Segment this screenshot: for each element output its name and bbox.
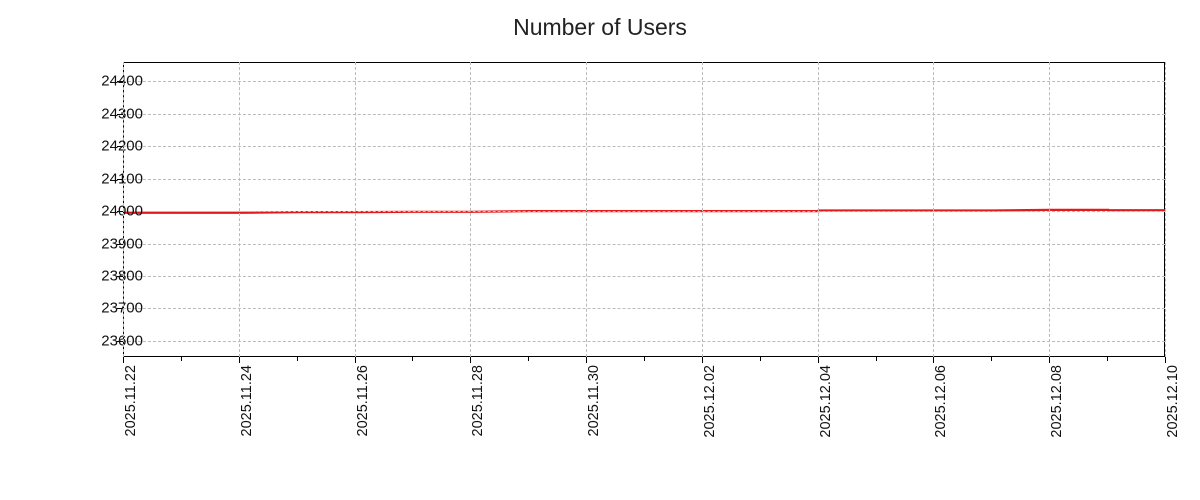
- gridline-vertical: [239, 62, 240, 357]
- y-axis-label: 24400: [83, 73, 143, 90]
- x-axis-label: 2025.12.04: [818, 365, 834, 438]
- x-tick-mark-major: [470, 357, 471, 363]
- gridline-horizontal: [123, 81, 1165, 82]
- gridline-vertical: [702, 62, 703, 357]
- x-tick-mark-major: [1049, 357, 1050, 363]
- gridline-vertical: [818, 62, 819, 357]
- y-axis-label: 23600: [83, 332, 143, 349]
- x-axis-label: 2025.11.26: [355, 365, 371, 437]
- chart-title: Number of Users: [0, 14, 1200, 41]
- gridline-vertical: [586, 62, 587, 357]
- gridline-horizontal: [123, 211, 1165, 212]
- x-axis-label: 2025.12.02: [702, 365, 718, 438]
- y-axis-label: 24200: [83, 138, 143, 155]
- x-tick-mark-major: [933, 357, 934, 363]
- gridline-vertical: [470, 62, 471, 357]
- gridline-vertical: [355, 62, 356, 357]
- x-tick-mark-major: [702, 357, 703, 363]
- x-tick-mark-major: [818, 357, 819, 363]
- x-axis-label: 2025.12.10: [1165, 365, 1181, 438]
- x-tick-mark-minor: [991, 357, 992, 361]
- gridline-horizontal: [123, 276, 1165, 277]
- gridline-vertical: [933, 62, 934, 357]
- plot-area: [123, 62, 1165, 357]
- x-tick-mark-minor: [1107, 357, 1108, 361]
- gridline-horizontal: [123, 244, 1165, 245]
- gridline-vertical: [1165, 62, 1166, 357]
- x-tick-mark-major: [1165, 357, 1166, 363]
- x-axis-label: 2025.11.24: [239, 365, 255, 437]
- x-tick-mark-major: [239, 357, 240, 363]
- y-axis-label: 24300: [83, 105, 143, 122]
- x-tick-mark-minor: [297, 357, 298, 361]
- gridline-horizontal: [123, 114, 1165, 115]
- x-tick-mark-minor: [181, 357, 182, 361]
- x-axis-label: 2025.12.06: [933, 365, 949, 438]
- x-tick-mark-minor: [644, 357, 645, 361]
- x-tick-mark-major: [123, 357, 124, 363]
- gridline-horizontal: [123, 146, 1165, 147]
- x-tick-mark-minor: [412, 357, 413, 361]
- gridline-vertical: [123, 62, 124, 357]
- gridline-vertical: [1049, 62, 1050, 357]
- x-tick-mark-minor: [876, 357, 877, 361]
- x-tick-mark-minor: [528, 357, 529, 361]
- x-axis-label: 2025.11.30: [586, 365, 602, 437]
- y-axis-label: 24100: [83, 170, 143, 187]
- x-axis-label: 2025.11.28: [470, 365, 486, 437]
- chart-root: Number of Users 23600 23700 23800 23900 2400…: [0, 0, 1200, 500]
- y-axis-label: 23700: [83, 300, 143, 317]
- x-axis-label: 2025.12.08: [1049, 365, 1065, 438]
- gridline-horizontal: [123, 308, 1165, 309]
- x-tick-mark-major: [586, 357, 587, 363]
- x-axis-label: 2025.11.22: [123, 365, 139, 437]
- x-tick-mark-minor: [760, 357, 761, 361]
- y-axis-label: 23900: [83, 235, 143, 252]
- gridline-horizontal: [123, 179, 1165, 180]
- y-axis-label: 23800: [83, 267, 143, 284]
- y-axis-label: 24000: [83, 203, 143, 220]
- x-tick-mark-major: [355, 357, 356, 363]
- gridline-horizontal: [123, 341, 1165, 342]
